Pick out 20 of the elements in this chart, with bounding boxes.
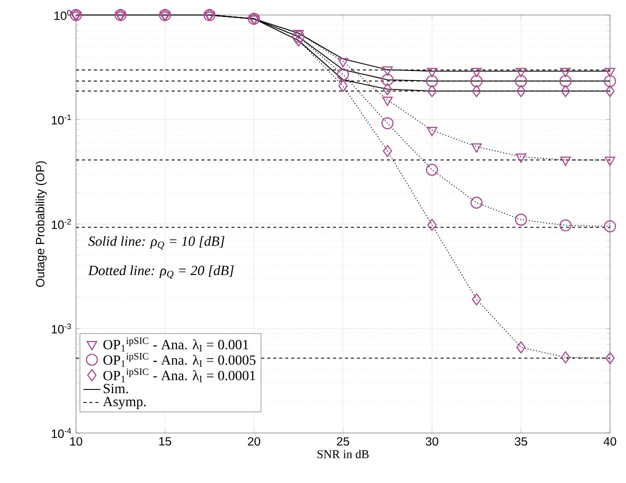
y-tick-label: 10$^{-4}$: [52, 428, 72, 438]
y-axis-title: Outage Probability (OP): [36, 161, 47, 287]
x-tick-label: 25: [336, 437, 350, 446]
x-tick-label: 20: [248, 437, 260, 446]
legend-label: Sim.: [104, 384, 128, 394]
y-tick-label: 10$^{-1}$: [52, 114, 71, 124]
x-tick-label: 10: [70, 437, 82, 446]
x-tick-label: 30: [426, 437, 438, 446]
x-tick-label: 15: [159, 437, 172, 446]
annotation: Dotted line: ρ$_{Q}$ = 20 [dB]: [88, 265, 234, 279]
x-axis-title: SNR in dB: [318, 450, 369, 458]
legend-label: OP$_{1}$$^{ipSIC}$ - Ana. λ$_{I}$ = 0.001: [103, 338, 248, 352]
x-tick-label: 35: [514, 437, 528, 446]
legend-label: OP$_{1}$$^{ipSIC}$ - Ana. λ$_{I}$ = 0.0001: [103, 368, 256, 382]
y-tick-label: 10$^{-3}$: [52, 323, 71, 334]
annotation: Solid line: ρ$_{Q}$ = 10 [dB]: [88, 236, 224, 250]
y-tick-label: 10$^{-2}$: [52, 218, 71, 230]
legend-label: OP$_{1}$$^{ipSIC}$ - Ana. λ$_{I}$ = 0.0005: [103, 352, 256, 367]
legend-label: Asymp.: [102, 396, 146, 410]
x-tick-label: 40: [604, 437, 616, 446]
